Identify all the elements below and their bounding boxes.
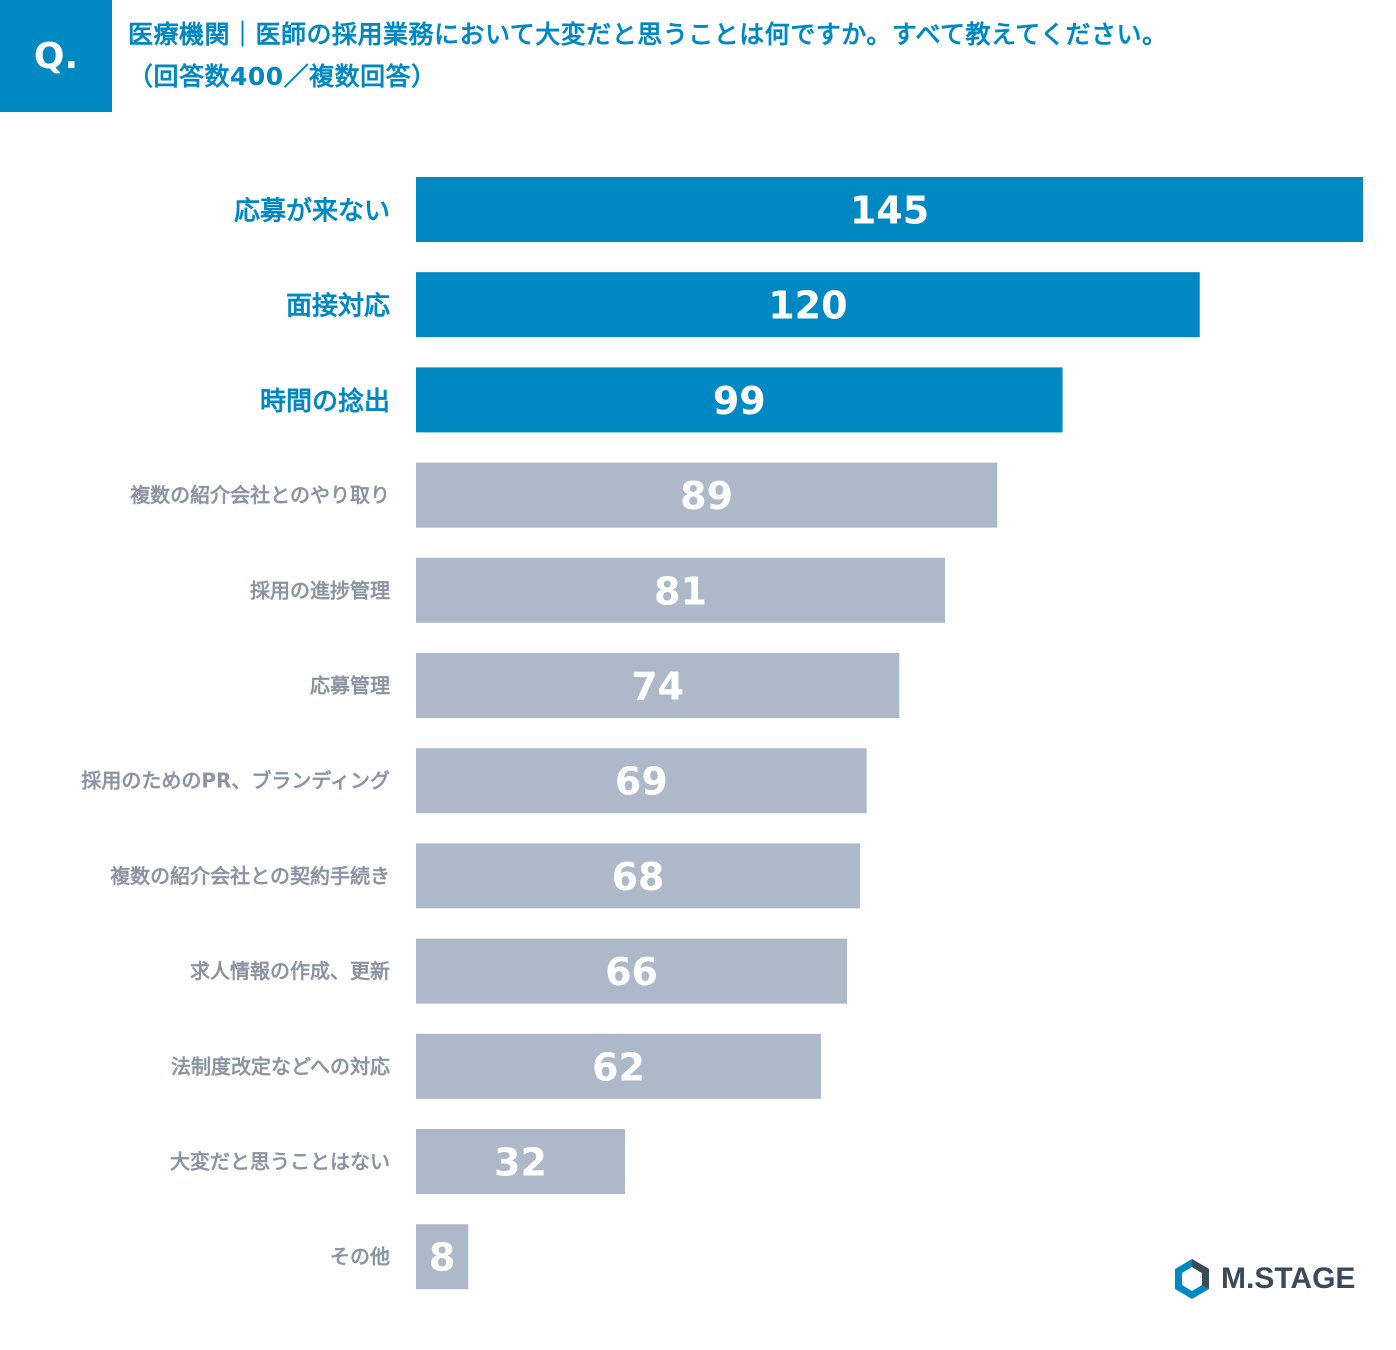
- value-label-11: 32: [494, 1141, 547, 1185]
- value-label-3: 99: [713, 379, 766, 423]
- category-label-2: 面接対応: [286, 291, 390, 322]
- category-label-5: 採用の進捗管理: [250, 578, 390, 602]
- value-label-5: 81: [654, 569, 707, 613]
- bar-2: [416, 272, 1200, 338]
- category-label-8: 複数の紹介会社との契約手続き: [110, 864, 390, 888]
- question-line-2: （回答数400／複数回答）: [128, 62, 437, 91]
- category-label-10: 法制度改定などへの対応: [171, 1054, 390, 1078]
- value-label-2: 120: [768, 284, 847, 328]
- bar-10: [416, 1033, 821, 1099]
- bar-3: [416, 367, 1063, 433]
- bar-7: [416, 748, 867, 814]
- value-label-10: 62: [592, 1045, 645, 1089]
- category-label-3: 時間の捻出: [260, 386, 390, 417]
- category-label-1: 応募が来ない: [234, 196, 390, 227]
- category-label-12: その他: [330, 1245, 390, 1269]
- bar-1: [416, 177, 1363, 242]
- value-label-6: 74: [631, 665, 684, 709]
- category-label-11: 大変だと思うことはない: [170, 1150, 390, 1174]
- bar-4: [416, 462, 998, 528]
- bar-11: [416, 1129, 625, 1194]
- category-label-9: 求人情報の作成、更新: [190, 959, 390, 983]
- bar-5: [416, 557, 946, 623]
- category-label-4: 複数の紹介会社とのやり取り: [130, 483, 390, 507]
- bar-6: [416, 653, 900, 718]
- value-label-7: 69: [615, 760, 668, 804]
- question-line-1: 医療機関｜医師の採用業務において大変だと思うことは何ですか。すべて教えてください…: [128, 20, 1168, 49]
- question-title: 医療機関｜医師の採用業務において大変だと思うことは何ですか。すべて教えてください…: [128, 14, 1378, 98]
- brand-logo-text: M.STAGE: [1221, 1262, 1356, 1295]
- bar-8: [416, 843, 861, 909]
- question-badge-label: Q.: [33, 35, 79, 77]
- category-label-7: 採用のためのPR、ブランディング: [81, 769, 390, 793]
- bar-12: [416, 1224, 469, 1290]
- value-label-4: 89: [680, 474, 733, 518]
- value-label-1: 145: [850, 189, 929, 233]
- bar-9: [416, 938, 848, 1004]
- hexagon-logo-icon: [1175, 1259, 1209, 1299]
- value-label-9: 66: [605, 950, 658, 994]
- question-badge: Q.: [0, 0, 112, 112]
- value-label-12: 8: [429, 1236, 455, 1280]
- value-label-8: 68: [612, 855, 665, 899]
- category-label-6: 応募管理: [310, 674, 390, 698]
- brand-logo: M.STAGE: [1173, 1258, 1355, 1300]
